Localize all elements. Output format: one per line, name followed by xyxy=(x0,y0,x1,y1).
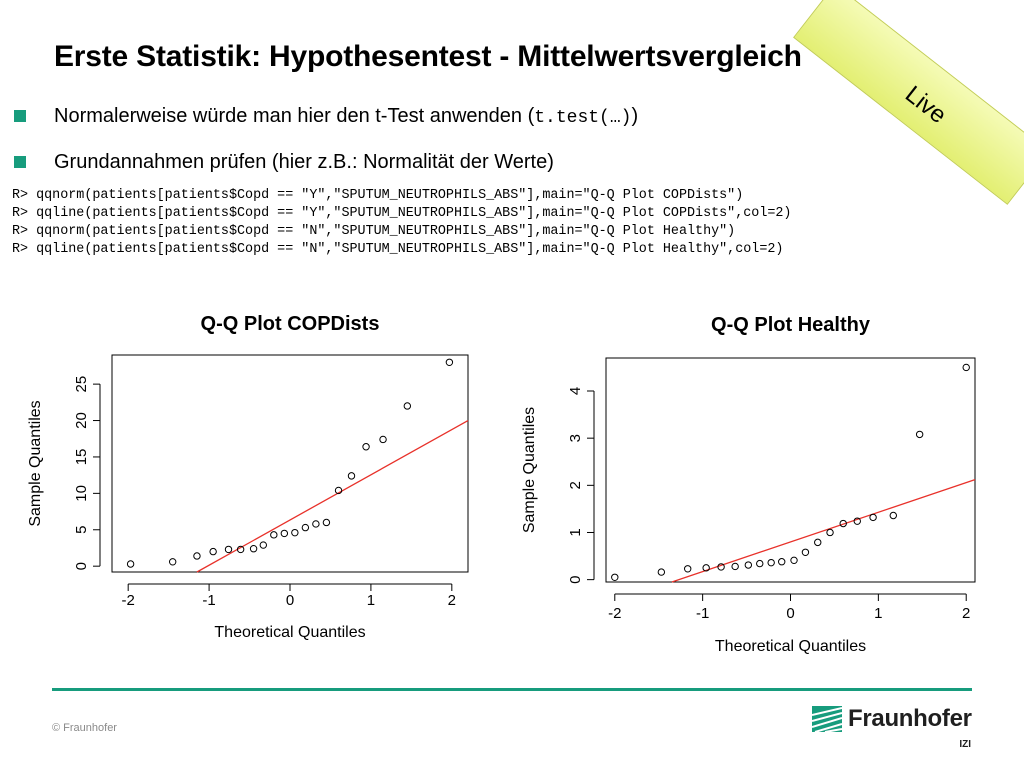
x-tick-label: 2 xyxy=(448,592,456,609)
data-point xyxy=(801,548,810,556)
live-banner: Live xyxy=(793,0,1024,205)
fraunhofer-logo: Fraunhofer IZI xyxy=(812,703,977,753)
logo-institute: IZI xyxy=(959,739,971,750)
qq-plot-copdists: Q-Q Plot COPDists -2 -1 0 1 2 0 5 10 15 20 25 Theore… xyxy=(18,300,488,645)
data-point xyxy=(322,518,331,527)
data-point xyxy=(611,573,619,581)
bullet-square-icon xyxy=(14,156,26,168)
bullet-text: Normalerweise würde man hier den t-Test … xyxy=(54,105,535,127)
data-point xyxy=(814,538,822,547)
y-tick-label: 10 xyxy=(73,485,90,502)
plot-frame xyxy=(605,357,976,583)
data-point xyxy=(839,519,847,528)
data-point xyxy=(657,568,666,576)
data-point xyxy=(790,556,798,565)
bullet-text: Grundannahmen prüfen (hier z.B.: Normali… xyxy=(54,151,554,173)
data-point xyxy=(347,472,356,480)
x-tick-label: 0 xyxy=(286,592,294,609)
data-point xyxy=(717,563,725,571)
y-tick-label: 0 xyxy=(73,562,90,570)
data-point xyxy=(403,402,412,410)
data-point xyxy=(168,558,177,566)
x-axis-label: Theoretical Quantiles xyxy=(715,638,866,655)
data-point xyxy=(224,545,233,554)
y-tick-label: 25 xyxy=(73,376,90,393)
data-point xyxy=(301,523,310,532)
y-axis-label: Sample Quantiles xyxy=(521,407,538,533)
data-point xyxy=(889,511,897,520)
code-line: R> qqnorm(patients[patients$Copd == "Y",… xyxy=(12,188,744,203)
bullet-item: Normalerweise würde man hier den t-Test … xyxy=(14,98,638,144)
data-point xyxy=(445,358,454,366)
data-point xyxy=(869,513,877,522)
chart-title: Q-Q Plot Healthy xyxy=(711,314,871,336)
x-tick-label: 1 xyxy=(367,592,375,609)
data-point xyxy=(270,531,278,539)
data-point xyxy=(702,564,710,572)
chart-title: Q-Q Plot COPDists xyxy=(201,313,380,335)
y-tick-label: 4 xyxy=(567,387,584,395)
y-tick-label: 15 xyxy=(73,449,90,466)
x-tick-label: 2 xyxy=(962,605,970,622)
data-point xyxy=(236,545,245,554)
data-point xyxy=(193,552,201,560)
bullet-list: Normalerweise würde man hier den t-Test … xyxy=(14,98,638,190)
data-point xyxy=(362,443,370,451)
data-point xyxy=(291,528,299,537)
qq-plot-healthy: Q-Q Plot Healthy -2 -1 0 1 2 0 1 2 3 4 Theoretical … xyxy=(510,305,985,660)
x-tick-label: -2 xyxy=(122,592,135,609)
y-tick-label: 2 xyxy=(567,481,584,489)
data-point xyxy=(767,558,775,567)
copyright-text: © Fraunhofer xyxy=(52,722,117,734)
logo-wordmark: Fraunhofer xyxy=(848,705,972,732)
r-code-block: R> qqnorm(patients[patients$Copd == "Y",… xyxy=(12,187,791,259)
data-point xyxy=(915,430,924,439)
data-point xyxy=(756,559,764,568)
y-tick-label: 0 xyxy=(567,575,584,583)
live-label: Live xyxy=(900,80,952,130)
y-axis-label: Sample Quantiles xyxy=(27,400,44,526)
bullet-item: Grundannahmen prüfen (hier z.B.: Normali… xyxy=(14,144,638,190)
x-tick-label: 1 xyxy=(874,605,882,622)
footer-divider xyxy=(52,688,972,691)
data-point xyxy=(684,565,692,573)
code-line: R> qqnorm(patients[patients$Copd == "N",… xyxy=(12,224,736,239)
qq-plot-svg: Q-Q Plot Healthy -2 -1 0 1 2 0 1 2 3 4 Theoretical … xyxy=(521,314,976,655)
data-point xyxy=(379,435,387,444)
plot-frame xyxy=(111,354,469,573)
data-point xyxy=(209,547,217,556)
data-point xyxy=(853,517,861,525)
x-tick-label: -2 xyxy=(608,605,621,622)
x-tick-label: -1 xyxy=(696,605,709,622)
y-tick-label: 5 xyxy=(73,526,90,534)
data-point xyxy=(126,560,135,568)
code-line: R> qqline(patients[patients$Copd == "Y",… xyxy=(12,206,792,221)
qq-reference-line xyxy=(671,479,976,583)
data-point xyxy=(259,541,268,549)
slide-title: Erste Statistik: Hypothesentest - Mittel… xyxy=(54,40,802,73)
data-point xyxy=(334,486,343,495)
y-tick-label: 20 xyxy=(73,412,90,429)
data-point xyxy=(249,544,258,553)
x-tick-label: 0 xyxy=(786,605,794,622)
data-point xyxy=(778,558,786,566)
y-tick-label: 3 xyxy=(567,434,584,442)
bullet-suffix: ) xyxy=(631,105,639,127)
fraunhofer-logo-icon xyxy=(812,706,842,732)
data-point xyxy=(280,529,289,538)
data-point xyxy=(731,562,739,571)
bullet-square-icon xyxy=(14,110,26,122)
x-tick-label: -1 xyxy=(202,592,215,609)
data-point xyxy=(826,528,834,537)
qq-plot-svg: Q-Q Plot COPDists-2 -1 0 1 20510152025Theore… xyxy=(27,313,469,641)
x-axis-label: Theoretical Quantiles xyxy=(214,624,365,641)
data-point xyxy=(962,363,970,372)
y-tick-label: 1 xyxy=(567,528,584,536)
data-point xyxy=(744,561,753,569)
inline-code: t.test(…) xyxy=(534,108,632,128)
code-line: R> qqline(patients[patients$Copd == "N",… xyxy=(12,242,784,257)
data-point xyxy=(312,520,320,528)
